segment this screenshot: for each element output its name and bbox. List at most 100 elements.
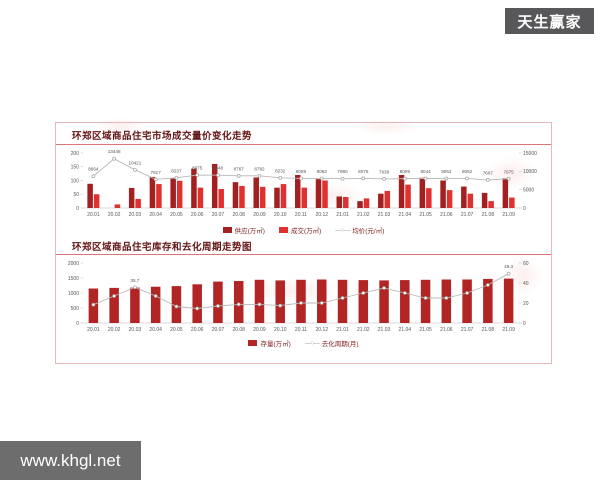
x-axis-labels: 20.01 20.02 20.03 20.04 20.05 20.06 20.07 20.08… <box>87 327 515 333</box>
svg-text:5000: 5000 <box>523 187 534 193</box>
svg-text:13448: 13448 <box>108 149 121 154</box>
line-series <box>91 271 511 311</box>
svg-text:7667: 7667 <box>483 170 494 175</box>
svg-text:1000: 1000 <box>68 291 79 297</box>
svg-text:20.06: 20.06 <box>191 327 204 333</box>
site-url-bar: www.khgl.net <box>0 441 141 480</box>
svg-text:20.08: 20.08 <box>232 212 245 218</box>
chart1-legend: 供应(万㎡) 成交(万㎡) —○— 均价(元/㎡) <box>56 224 551 236</box>
svg-text:21.09: 21.09 <box>502 327 515 333</box>
bar-series <box>88 278 514 323</box>
svg-text:100: 100 <box>71 178 80 184</box>
svg-text:1500: 1500 <box>68 276 79 282</box>
svg-text:8232: 8232 <box>275 168 286 173</box>
svg-text:8782: 8782 <box>254 166 265 171</box>
svg-text:20.02: 20.02 <box>108 212 121 218</box>
svg-text:20.11: 20.11 <box>295 327 307 333</box>
svg-text:10000: 10000 <box>523 169 537 175</box>
svg-text:8052: 8052 <box>462 169 473 174</box>
svg-text:21.03: 21.03 <box>378 212 391 218</box>
line-value-labels: 8664 13448 10421 7817 8237 8975 8948 8767 8782 82… <box>88 149 514 175</box>
svg-text:40: 40 <box>523 281 529 287</box>
bar-series <box>87 164 509 208</box>
legend-label: 去化周期(月) <box>321 341 359 348</box>
svg-text:21.03: 21.03 <box>378 327 391 333</box>
chart2-title-underline <box>56 254 551 255</box>
svg-text:0: 0 <box>523 321 526 327</box>
legend-item: —○— 均价(元/㎡) <box>335 225 385 236</box>
svg-text:20.07: 20.07 <box>212 212 225 218</box>
svg-text:8009: 8009 <box>400 169 411 174</box>
legend-swatch <box>222 227 232 233</box>
chart1-plot: 0 50 100 150 200 0 5000 10000 15000 8664 13448 1042… <box>71 149 537 218</box>
svg-text:0: 0 <box>76 206 79 212</box>
svg-text:20.10: 20.10 <box>274 212 287 218</box>
svg-text:21.08: 21.08 <box>482 327 495 333</box>
svg-text:7817: 7817 <box>151 170 162 175</box>
axis-ticks: 0 50 100 150 200 0 5000 10000 15000 <box>71 151 537 212</box>
legend-label: 存量(万㎡) <box>260 341 291 348</box>
svg-text:2000: 2000 <box>68 261 79 267</box>
legend-swatch <box>248 340 258 346</box>
svg-text:8075: 8075 <box>358 169 369 174</box>
svg-text:8044: 8044 <box>420 169 431 174</box>
svg-text:21.07: 21.07 <box>461 327 474 333</box>
svg-text:21.05: 21.05 <box>419 327 432 333</box>
svg-text:60: 60 <box>523 261 529 267</box>
legend-item: 供应(万㎡) <box>222 225 265 235</box>
legend-label: 均价(元/㎡) <box>352 228 385 235</box>
line-value-labels: 35.7 49.3 <box>130 264 513 283</box>
svg-text:20.10: 20.10 <box>274 327 287 333</box>
svg-text:20.09: 20.09 <box>253 327 266 333</box>
legend-item: 成交(万㎡) <box>278 225 321 235</box>
svg-text:150: 150 <box>71 165 80 171</box>
legend-label: 供应(万㎡) <box>234 228 265 235</box>
svg-text:8948: 8948 <box>213 166 224 171</box>
svg-text:21.09: 21.09 <box>502 212 515 218</box>
svg-text:8975: 8975 <box>192 166 203 171</box>
svg-text:21.05: 21.05 <box>419 212 432 218</box>
svg-text:21.07: 21.07 <box>461 212 474 218</box>
svg-text:21.02: 21.02 <box>357 327 370 333</box>
axis-ticks: 0 500 1000 1500 2000 0 20 40 60 <box>68 261 529 327</box>
chart2-title: 环郑区域商品住宅库存和去化周期走势图 <box>72 242 253 253</box>
svg-text:20.06: 20.06 <box>191 212 204 218</box>
chart1-title-underline <box>56 144 551 145</box>
svg-text:20.07: 20.07 <box>212 327 225 333</box>
svg-text:200: 200 <box>71 151 80 157</box>
legend-item: 存量(万㎡) <box>248 338 291 348</box>
svg-text:21.08: 21.08 <box>482 212 495 218</box>
svg-text:8664: 8664 <box>88 167 99 172</box>
svg-text:21.04: 21.04 <box>399 327 412 333</box>
svg-text:21.04: 21.04 <box>399 212 412 218</box>
watermark-badge: 天生赢家 <box>505 8 594 34</box>
svg-text:500: 500 <box>71 306 80 312</box>
svg-text:20.03: 20.03 <box>129 212 142 218</box>
svg-text:21.06: 21.06 <box>440 327 453 333</box>
svg-text:8052: 8052 <box>441 169 452 174</box>
x-axis-labels: 20.01 20.02 20.03 20.04 20.05 20.06 20.07 20.08… <box>87 212 515 218</box>
svg-text:8063: 8063 <box>317 169 328 174</box>
svg-text:21.01: 21.01 <box>336 327 349 333</box>
svg-text:21.01: 21.01 <box>336 212 349 218</box>
chart1-title: 环郑区域商品住宅市场成交量价变化走势 <box>72 131 253 142</box>
svg-text:7990: 7990 <box>337 169 348 174</box>
legend-item: —○— 去化周期(月) <box>305 338 359 349</box>
line-series <box>91 156 511 182</box>
svg-text:20: 20 <box>523 301 529 307</box>
svg-text:7975: 7975 <box>504 169 515 174</box>
svg-text:35.7: 35.7 <box>130 278 139 283</box>
svg-text:7938: 7938 <box>379 169 390 174</box>
svg-text:20.01: 20.01 <box>87 327 100 333</box>
svg-text:8059: 8059 <box>296 169 307 174</box>
svg-text:8237: 8237 <box>171 168 182 173</box>
svg-text:20.05: 20.05 <box>170 212 183 218</box>
svg-text:50: 50 <box>73 192 79 198</box>
svg-text:20.11: 20.11 <box>295 212 307 218</box>
svg-text:49.3: 49.3 <box>504 264 513 269</box>
svg-text:8767: 8767 <box>234 166 245 171</box>
svg-text:20.04: 20.04 <box>149 212 162 218</box>
svg-text:21.02: 21.02 <box>357 212 370 218</box>
svg-text:20.12: 20.12 <box>316 212 329 218</box>
svg-text:15000: 15000 <box>523 151 537 157</box>
